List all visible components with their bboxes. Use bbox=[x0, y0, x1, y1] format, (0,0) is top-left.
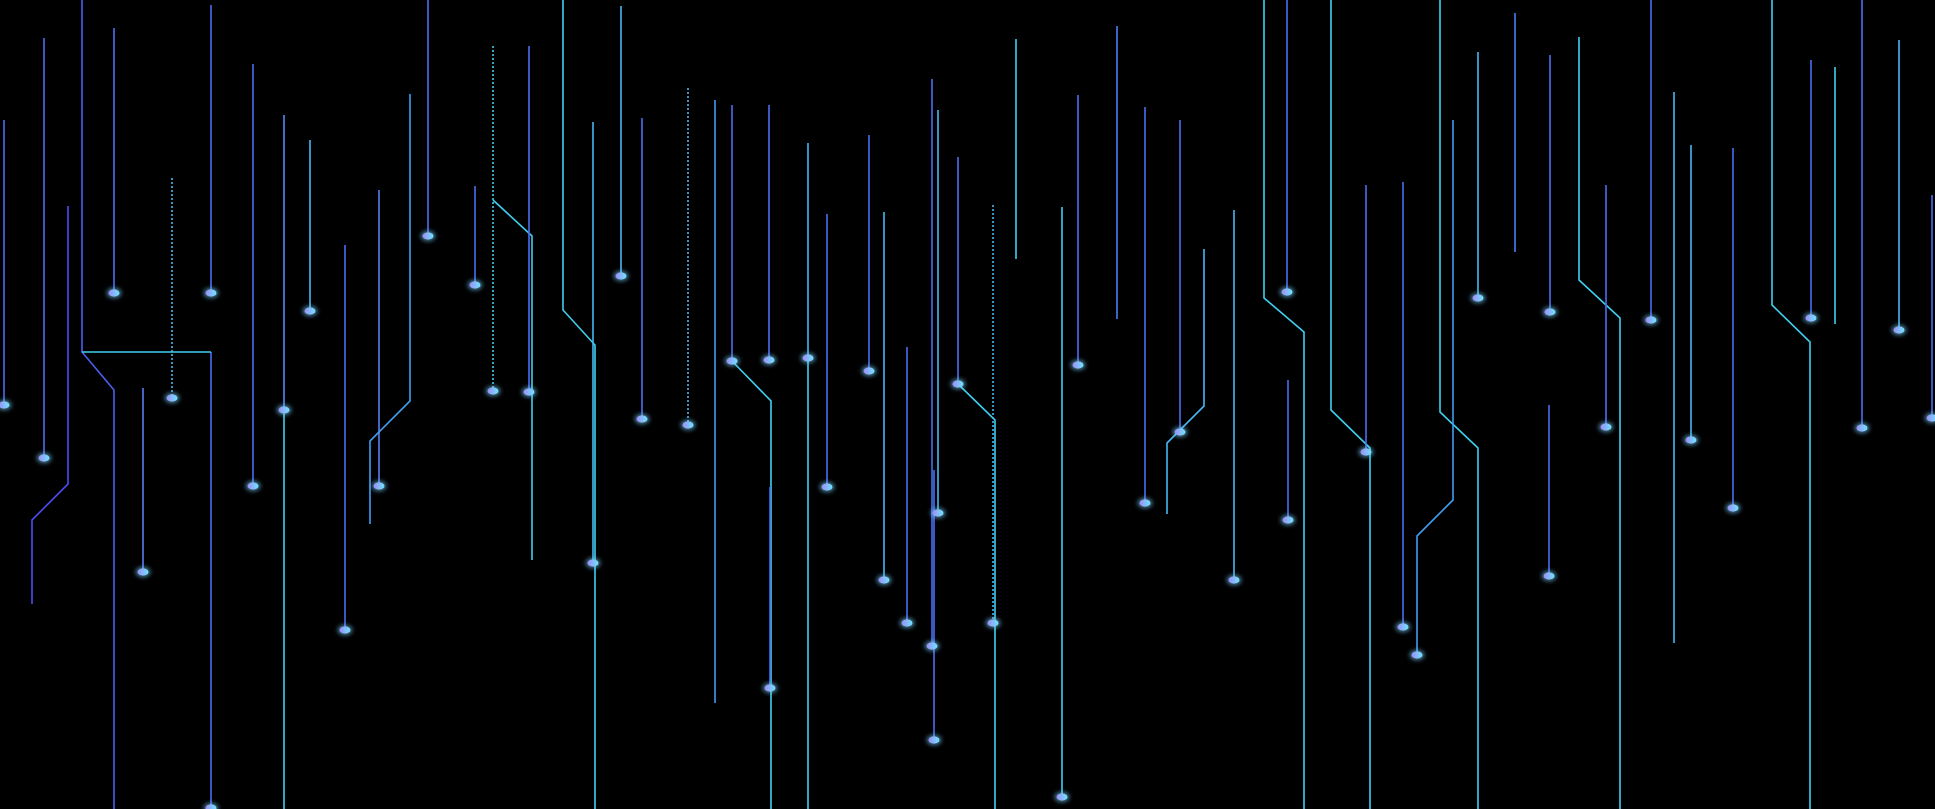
trace-node-dot bbox=[1139, 499, 1151, 507]
trace-node-dot bbox=[373, 482, 385, 490]
trace-node-dot bbox=[821, 483, 833, 491]
trace-node-dot bbox=[523, 388, 535, 396]
trace-node-dot bbox=[205, 804, 217, 809]
trace-node-dot bbox=[1727, 504, 1739, 512]
circuit-trace bbox=[1771, 0, 1811, 809]
node-layer bbox=[0, 230, 1935, 809]
trace-node-dot bbox=[1543, 572, 1555, 580]
trace-node-dot bbox=[1893, 326, 1905, 334]
trace-node-dot bbox=[1281, 288, 1293, 296]
trace-node-dot bbox=[1600, 423, 1612, 431]
trace-node-dot bbox=[764, 684, 776, 692]
trace-node-dot bbox=[615, 272, 627, 280]
trace-node-dot bbox=[802, 354, 814, 362]
trace-node-dot bbox=[422, 232, 434, 240]
trace-node-dot bbox=[1228, 576, 1240, 584]
trace-node-dot bbox=[1856, 424, 1868, 432]
trace-node-dot bbox=[926, 642, 938, 650]
trace-node-dot bbox=[247, 482, 259, 490]
circuit-trace bbox=[562, 0, 596, 809]
trace-node-dot bbox=[1411, 651, 1423, 659]
circuit-trace bbox=[1416, 120, 1454, 655]
circuit-trace bbox=[31, 206, 69, 604]
circuit-trace bbox=[1578, 37, 1621, 809]
circuit-trace bbox=[369, 94, 411, 524]
trace-node-dot bbox=[1544, 308, 1556, 316]
trace-node-dot bbox=[469, 281, 481, 289]
trace-node-dot bbox=[932, 509, 944, 517]
trace-node-dot bbox=[952, 380, 964, 388]
trace-node-dot bbox=[205, 289, 217, 297]
circuit-trace bbox=[492, 199, 533, 560]
trace-node-dot bbox=[278, 406, 290, 414]
circuit-trace bbox=[957, 383, 996, 809]
trace-node-dot bbox=[1805, 314, 1817, 322]
trace-node-dot bbox=[339, 626, 351, 634]
trace-node-dot bbox=[166, 394, 178, 402]
trace-node-dot bbox=[1282, 516, 1294, 524]
trace-node-dot bbox=[878, 576, 890, 584]
trace-node-dot bbox=[726, 357, 738, 365]
trace-node-dot bbox=[682, 421, 694, 429]
trace-node-dot bbox=[1472, 294, 1484, 302]
trace-node-dot bbox=[901, 619, 913, 627]
circuit-trace bbox=[81, 0, 115, 809]
trace-node-dot bbox=[1072, 361, 1084, 369]
trace-node-dot bbox=[863, 367, 875, 375]
trace-node-dot bbox=[1397, 623, 1409, 631]
trace-node-dot bbox=[1056, 793, 1068, 801]
trace-node-dot bbox=[587, 559, 599, 567]
trace-node-dot bbox=[636, 415, 648, 423]
trace-node-dot bbox=[1926, 414, 1935, 422]
trace-node-dot bbox=[304, 307, 316, 315]
trace-node-dot bbox=[763, 356, 775, 364]
circuit-trace bbox=[1439, 0, 1479, 809]
trace-node-dot bbox=[108, 289, 120, 297]
circuit-trace bbox=[1330, 0, 1371, 809]
trace-node-dot bbox=[0, 401, 10, 409]
circuit-trace bbox=[1166, 249, 1205, 514]
trace-layer bbox=[3, 0, 1933, 809]
trace-node-dot bbox=[987, 619, 999, 627]
trace-node-dot bbox=[1645, 316, 1657, 324]
trace-node-dot bbox=[38, 454, 50, 462]
circuit-trace bbox=[1263, 0, 1305, 809]
trace-node-dot bbox=[137, 568, 149, 576]
trace-node-dot bbox=[928, 736, 940, 744]
trace-node-dot bbox=[1360, 448, 1372, 456]
circuit-trace bbox=[731, 360, 772, 809]
trace-node-dot bbox=[1685, 436, 1697, 444]
trace-node-dot bbox=[1174, 428, 1186, 436]
trace-node-dot bbox=[487, 387, 499, 395]
